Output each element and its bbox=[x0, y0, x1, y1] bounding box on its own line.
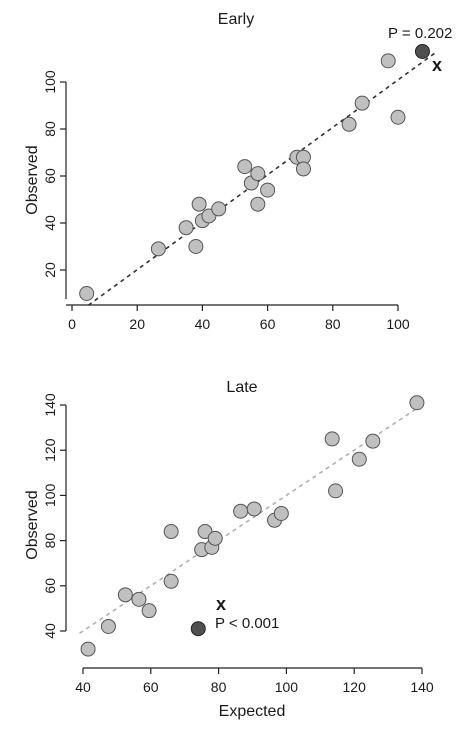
late-x-tick-label: 60 bbox=[143, 679, 159, 695]
early-x-tick-label: 20 bbox=[129, 316, 145, 332]
late-x-marker: x bbox=[216, 594, 226, 614]
late-data-point bbox=[273, 505, 289, 521]
early-x-tick-label: 0 bbox=[68, 316, 76, 332]
late-x-tick-label: 100 bbox=[275, 679, 299, 695]
early-data-point bbox=[341, 116, 357, 132]
late-x-axis: 40 60 80 100 120 140 bbox=[75, 667, 434, 695]
late-y-axis-title: Observed bbox=[24, 490, 41, 559]
early-data-point bbox=[150, 241, 166, 257]
late-y-tick-label: 40 bbox=[42, 623, 58, 639]
early-points-layer bbox=[79, 43, 430, 301]
early-data-point bbox=[260, 182, 276, 198]
early-y-axis: 20 40 60 80 100 bbox=[42, 70, 67, 299]
early-data-point bbox=[79, 286, 95, 301]
early-data-point bbox=[390, 109, 406, 125]
early-data-point bbox=[295, 161, 311, 177]
late-x-tick-label: 80 bbox=[211, 679, 227, 695]
early-x-marker: x bbox=[432, 55, 442, 75]
late-title: Late bbox=[226, 379, 257, 396]
late-data-point bbox=[131, 591, 147, 607]
late-data-point bbox=[365, 433, 381, 449]
late-y-tick-label: 80 bbox=[42, 533, 58, 549]
late-y-tick-label: 100 bbox=[42, 484, 58, 508]
late-data-point bbox=[246, 501, 262, 517]
late-p-value-annotation: P < 0.001 bbox=[215, 615, 279, 632]
late-x-axis-title: Expected bbox=[219, 703, 286, 720]
late-data-point bbox=[141, 603, 157, 619]
early-data-point bbox=[380, 53, 396, 69]
early-y-tick-label: 80 bbox=[42, 121, 58, 137]
early-data-point bbox=[191, 196, 207, 212]
early-x-tick-label: 80 bbox=[325, 316, 341, 332]
early-x-tick-label: 40 bbox=[195, 316, 211, 332]
early-data-point bbox=[211, 201, 227, 217]
early-y-axis-title: Observed bbox=[24, 145, 41, 214]
late-panel: Late Observed Expected 40 60 80 100 120 140 4… bbox=[24, 379, 434, 720]
early-x-tick-label: 100 bbox=[386, 316, 410, 332]
late-data-point bbox=[328, 483, 344, 499]
late-data-point bbox=[351, 451, 367, 467]
early-y-tick-label: 20 bbox=[42, 262, 58, 278]
late-highlight-point bbox=[190, 621, 206, 637]
early-x-axis: 0 20 40 60 80 100 bbox=[66, 304, 410, 332]
early-y-tick-label: 60 bbox=[42, 168, 58, 184]
late-data-point bbox=[409, 395, 425, 411]
late-y-tick-label: 140 bbox=[42, 393, 58, 417]
late-data-point bbox=[207, 530, 223, 546]
late-y-tick-label: 120 bbox=[42, 438, 58, 462]
late-x-tick-label: 120 bbox=[343, 679, 367, 695]
early-data-point bbox=[188, 239, 204, 254]
late-points-layer bbox=[80, 395, 425, 657]
late-data-point bbox=[117, 587, 133, 603]
early-data-point bbox=[237, 159, 253, 175]
late-data-point bbox=[163, 524, 179, 540]
early-data-point bbox=[178, 220, 194, 236]
late-y-axis: 40 60 80 100 120 140 bbox=[42, 393, 67, 639]
late-data-point bbox=[163, 573, 179, 589]
late-data-point bbox=[324, 431, 340, 447]
early-y-tick-label: 40 bbox=[42, 215, 58, 231]
early-y-tick-label: 100 bbox=[42, 70, 58, 94]
late-x-tick-label: 40 bbox=[75, 679, 91, 695]
late-x-tick-label: 140 bbox=[410, 679, 434, 695]
early-data-point bbox=[354, 95, 370, 111]
early-data-point bbox=[250, 166, 266, 182]
late-data-point bbox=[80, 641, 96, 657]
early-data-point bbox=[250, 196, 266, 212]
early-p-value-annotation: P = 0.202 bbox=[388, 25, 452, 42]
early-x-tick-label: 60 bbox=[260, 316, 276, 332]
late-y-tick-label: 60 bbox=[42, 578, 58, 594]
early-title: Early bbox=[218, 11, 254, 28]
early-highlight-point bbox=[414, 43, 430, 59]
late-data-point bbox=[100, 618, 116, 634]
late-data-point bbox=[233, 503, 249, 519]
